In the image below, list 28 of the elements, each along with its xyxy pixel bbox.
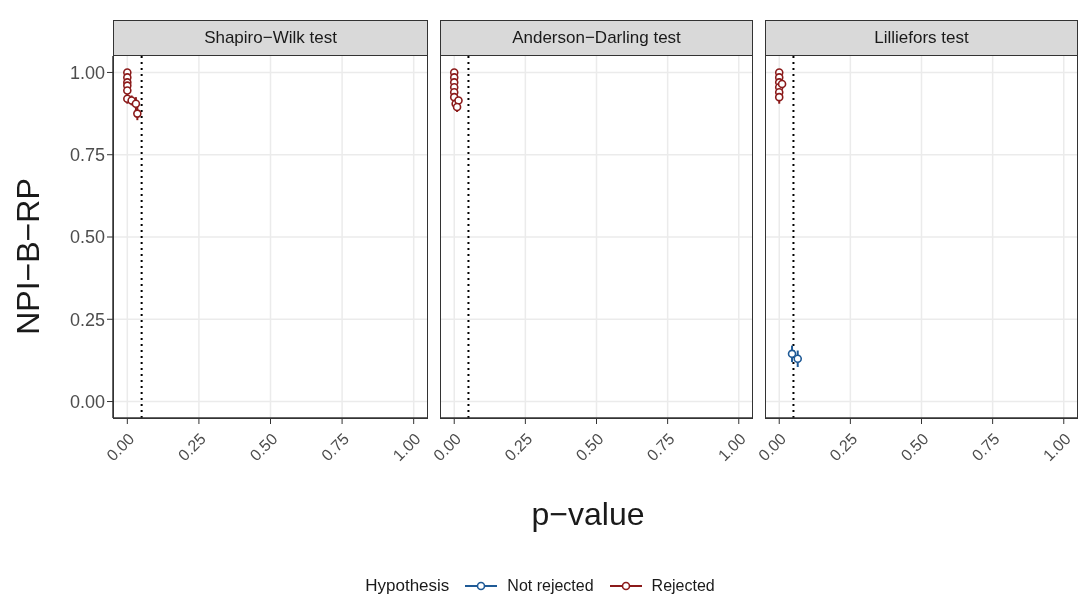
x-tick-label: 0.50 [897, 429, 932, 465]
x-tick-label: 1.00 [1039, 429, 1074, 465]
chart-title: Anderson−Darling test [440, 20, 753, 56]
x-tick-label: 0.00 [755, 429, 790, 465]
y-axis-title: NPI−B−RP [9, 177, 47, 337]
legend-label: Rejected [651, 577, 715, 595]
x-tick-label: 0.00 [103, 429, 138, 465]
x-tick-label: 0.00 [430, 429, 465, 465]
chart-title: Lilliefors test [765, 20, 1078, 56]
chart-title: Shapiro−Wilk test [113, 20, 428, 56]
x-tick-label: 0.75 [318, 429, 353, 465]
x-tick-label: 0.50 [246, 429, 281, 465]
x-tick-label: 0.75 [643, 429, 678, 465]
y-tick-label: 0.00 [69, 391, 105, 412]
y-tick-label: 0.50 [69, 227, 105, 248]
legend-title: Hypothesis [365, 576, 450, 596]
x-tick-label: 0.25 [174, 429, 210, 465]
y-tick-label: 0.25 [69, 309, 105, 330]
y-tick-label: 0.75 [69, 145, 105, 166]
x-tick-label: 0.50 [572, 429, 607, 465]
x-tick-label: 1.00 [714, 429, 749, 465]
y-tick-label: 1.00 [69, 62, 105, 83]
x-tick-label: 0.25 [826, 429, 861, 465]
x-tick-label: 0.75 [968, 429, 1003, 465]
x-axis-title: p−value [530, 496, 646, 533]
x-tick-label: 0.25 [501, 429, 536, 465]
legend-label: Not rejected [507, 577, 594, 595]
x-tick-label: 1.00 [389, 429, 424, 465]
